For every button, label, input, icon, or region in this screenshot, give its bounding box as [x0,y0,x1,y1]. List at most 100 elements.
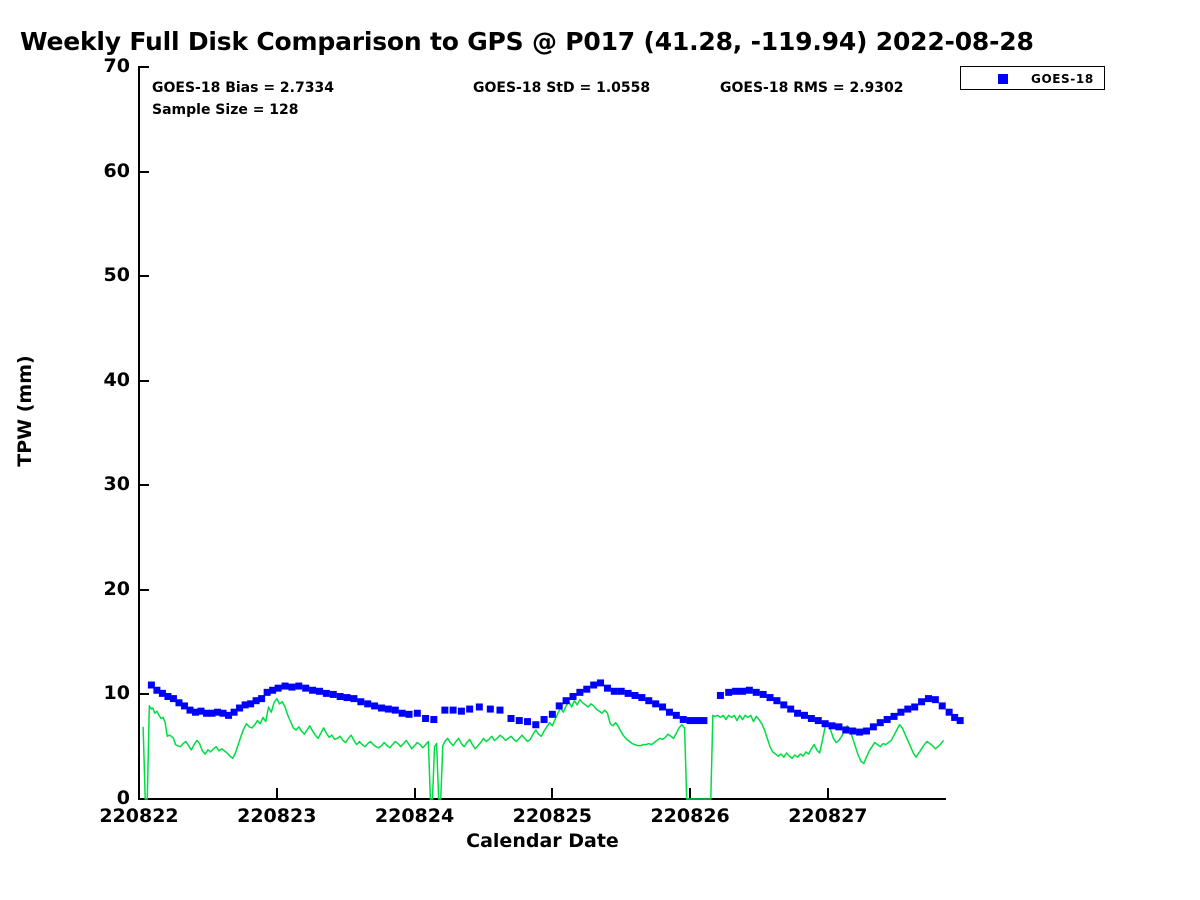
goes18-data-point [631,691,639,699]
y-axis-tick-label: 60 [103,159,130,182]
goes18-data-point [732,687,740,695]
goes18-data-point [752,688,760,696]
goes18-data-point [219,709,227,717]
goes18-data-point [555,702,563,710]
goes18-data-point [413,709,421,717]
y-axis-tick-label: 20 [103,577,130,600]
y-axis-tick-label: 10 [103,682,130,705]
y-axis-spine [138,67,140,800]
legend-label-goes18: GOES-18 [1031,72,1094,86]
stat-rms: GOES-18 RMS = 2.9302 [720,80,904,96]
goes18-data-point [208,709,216,717]
x-axis-tick [826,788,829,799]
y-axis-tick-label: 40 [103,368,130,391]
goes18-data-point [787,705,795,713]
goes18-data-point [364,700,372,708]
x-axis-tick-label: 220825 [512,805,592,827]
goes18-data-point [583,685,591,693]
goes18-data-point [236,704,244,712]
goes18-data-point [766,694,774,702]
goes18-data-point [398,709,406,717]
goes18-data-point [652,700,660,708]
goes18-data-point [391,706,399,714]
goes18-data-point [780,701,788,709]
goes18-data-point [897,708,905,716]
goes18-data-point [890,712,898,720]
goes18-data-point [956,717,964,725]
x-axis-tick-label: 220827 [788,805,868,827]
goes18-data-point [569,693,577,701]
goes18-data-point [672,711,680,719]
goes18-data-point [918,698,926,706]
goes18-data-point [800,711,808,719]
goes18-data-point [603,684,611,692]
goes18-data-point [247,700,255,708]
goes18-data-point [562,697,570,705]
goes18-data-point [665,708,673,716]
goes18-data-point [180,702,188,710]
series-goes18-markers [147,679,964,736]
y-axis-tick-label: 50 [103,264,130,287]
goes18-data-point [357,698,365,706]
goes18-data-point [686,717,694,725]
goes18-data-point [835,723,843,731]
goes18-data-point [624,689,632,697]
gps-trace [142,697,945,800]
y-axis-tick [138,693,149,696]
goes18-data-point [430,716,438,724]
goes18-data-point [883,716,891,724]
goes18-data-point [945,708,953,716]
goes18-data-point [203,709,211,717]
goes18-data-point [343,694,351,702]
goes18-data-point [911,703,919,711]
goes18-data-point [252,697,260,705]
y-axis-tick-label: 0 [116,787,130,809]
goes18-data-point [532,721,540,729]
y-axis-tick [138,275,149,278]
page-title: Weekly Full Disk Comparison to GPS @ P01… [20,27,1034,56]
goes18-data-point [269,686,277,694]
goes18-data-point [225,711,233,719]
goes18-data-point [876,719,884,727]
goes18-data-point [281,682,289,690]
goes18-data-point [814,717,822,725]
goes18-data-point [169,695,177,703]
goes18-data-point [807,714,815,722]
goes18-data-point [191,708,199,716]
goes18-data-point [371,702,379,710]
goes18-data-point [515,717,523,725]
goes18-data-point [645,697,653,705]
goes18-data-point [274,684,282,692]
y-axis-tick [138,484,149,487]
goes18-data-point [576,688,584,696]
goes18-data-point [230,708,238,716]
goes18-data-point [794,709,802,717]
goes18-data-point [422,714,430,722]
goes18-data-point [869,723,877,731]
goes18-data-point [475,703,483,711]
goes18-data-point [610,687,618,695]
x-axis-label: Calendar Date [466,830,619,852]
goes18-data-point [295,682,303,690]
goes18-data-point [951,713,959,721]
goes18-data-point [693,717,701,725]
stat-sample: Sample Size = 128 [152,102,299,118]
goes18-data-point [315,687,323,695]
goes18-data-point [197,707,205,715]
goes18-data-point [679,716,687,724]
goes18-data-point [214,708,222,716]
x-axis-tick [551,788,554,799]
goes18-data-point [147,681,155,689]
y-axis-tick [138,170,149,173]
goes18-data-point [548,710,556,718]
goes18-data-point [904,705,912,713]
goes18-data-point [153,686,161,694]
goes18-data-point [821,720,829,728]
goes18-data-point [738,687,746,695]
x-axis-tick [413,788,416,799]
goes18-data-point [849,727,857,735]
goes18-data-point [449,706,457,714]
stat-std: GOES-18 StD = 1.0558 [473,80,651,96]
goes18-data-point [931,696,939,704]
legend: GOES-18 [960,66,1105,90]
